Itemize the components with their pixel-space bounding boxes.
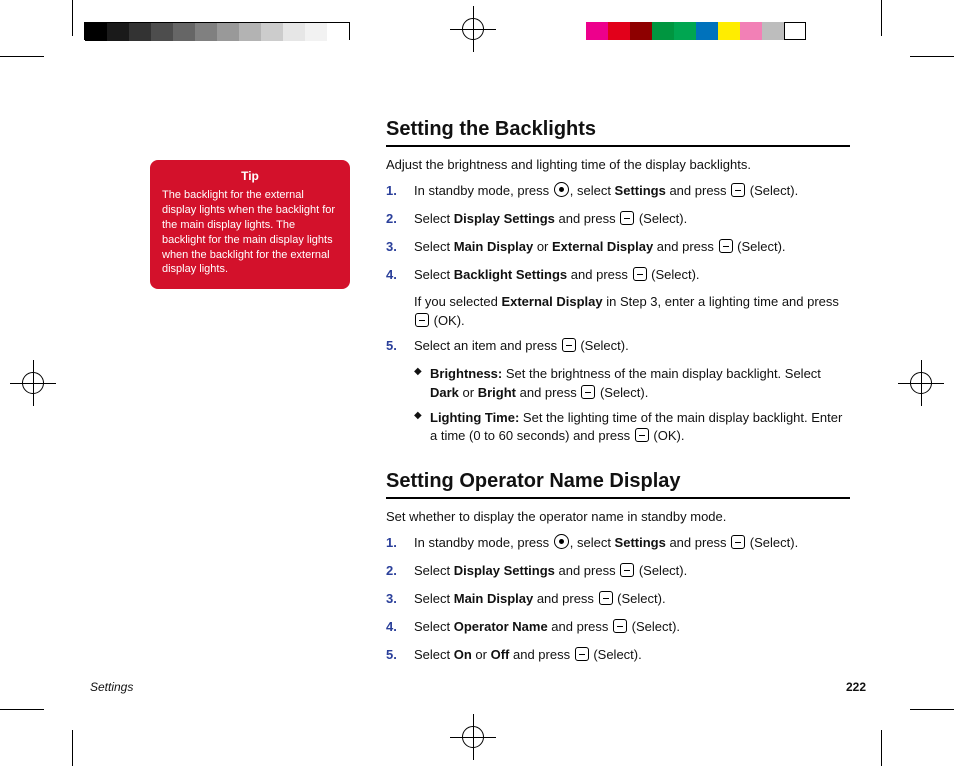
section-intro: Adjust the brightness and lighting time … [386,157,850,172]
page-footer: Settings 222 [90,680,866,694]
option-list: Brightness: Set the brightness of the ma… [386,365,850,446]
section-heading: Setting Operator Name Display [386,470,850,493]
softkey-icon [613,619,627,633]
nav-center-key-icon [554,182,569,197]
softkey-icon [635,428,649,442]
step-item: Select Backlight Settings and press (Sel… [386,266,850,285]
footer-chapter: Settings [90,680,133,694]
softkey-icon [581,385,595,399]
step-item: Select Display Settings and press (Selec… [386,210,850,229]
crop-mark [910,709,954,710]
softkey-icon [719,239,733,253]
softkey-icon [731,535,745,549]
grayscale-calibration-bar [84,22,350,40]
heading-rule [386,145,850,147]
step-item: Select Operator Name and press (Select). [386,618,850,637]
step-list: In standby mode, press , select Settings… [386,534,850,664]
step-item: Select On or Off and press (Select). [386,646,850,665]
softkey-icon [562,338,576,352]
step-item: In standby mode, press , select Settings… [386,182,850,201]
step-item: Select an item and press (Select). [386,337,850,356]
softkey-icon [415,313,429,327]
color-calibration-bar [586,22,806,40]
tip-body: The backlight for the external display l… [162,188,338,277]
section-heading: Setting the Backlights [386,118,850,141]
option-item: Lighting Time: Set the lighting time of … [414,409,850,447]
step-item: Select Main Display or External Display … [386,238,850,257]
tip-callout: Tip The backlight for the external displ… [150,160,350,289]
step-item: In standby mode, press , select Settings… [386,534,850,553]
crop-mark [881,730,882,766]
nav-center-key-icon [554,534,569,549]
crop-mark [881,0,882,36]
tip-title: Tip [162,168,338,184]
crop-mark [0,709,44,710]
crop-mark [910,56,954,57]
step-list: In standby mode, press , select Settings… [386,182,850,284]
registration-mark [450,714,496,760]
registration-mark [10,360,56,406]
main-column: Setting the Backlights Adjust the bright… [386,118,850,674]
crop-mark [0,56,44,57]
page-content: Tip The backlight for the external displ… [90,110,864,670]
softkey-icon [620,563,634,577]
sidebar: Tip The backlight for the external displ… [150,160,350,289]
step-item: Select Main Display and press (Select). [386,590,850,609]
softkey-icon [633,267,647,281]
step-note: If you selected External Display in Step… [386,293,850,331]
softkey-icon [575,647,589,661]
step-item: Select Display Settings and press (Selec… [386,562,850,581]
softkey-icon [731,183,745,197]
softkey-icon [599,591,613,605]
heading-rule [386,497,850,499]
crop-mark [72,730,73,766]
section-intro: Set whether to display the operator name… [386,509,850,524]
softkey-icon [620,211,634,225]
option-item: Brightness: Set the brightness of the ma… [414,365,850,403]
footer-page-number: 222 [846,680,866,694]
registration-mark [450,6,496,52]
registration-mark [898,360,944,406]
step-list: Select an item and press (Select). [386,337,850,356]
crop-mark [72,0,73,36]
